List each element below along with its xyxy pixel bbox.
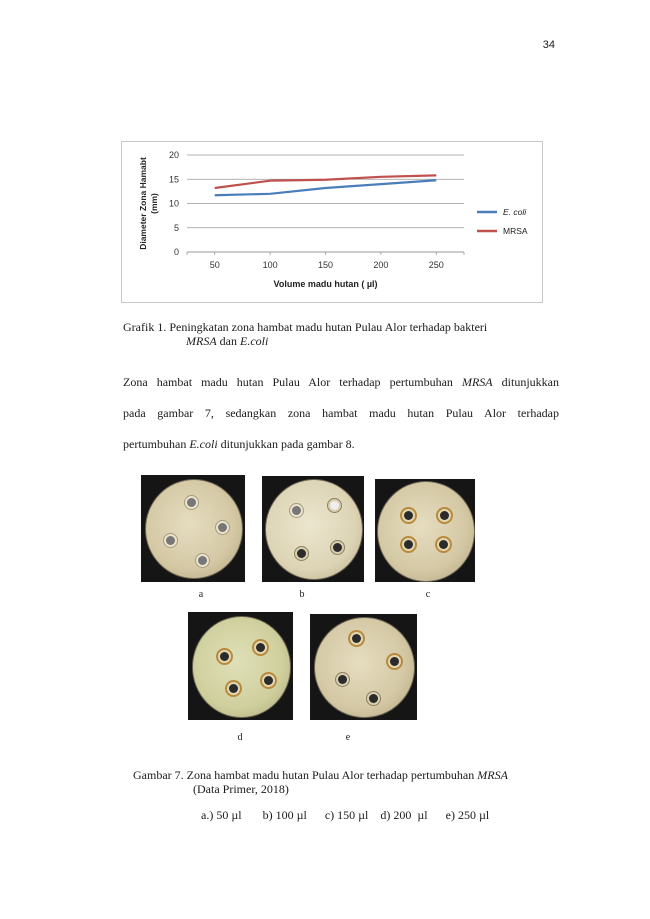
plate-label-d: d bbox=[237, 732, 243, 743]
y-tick-label: 20 bbox=[169, 150, 179, 160]
y-tick-label: 0 bbox=[174, 247, 179, 257]
y-tick-label: 15 bbox=[169, 174, 179, 184]
para-text: pertumbuhan bbox=[123, 437, 190, 451]
plate-label-b: b bbox=[299, 589, 305, 600]
y-tick-label: 5 bbox=[174, 223, 179, 233]
para-italic: E.coli bbox=[189, 437, 218, 451]
inhibition-well bbox=[351, 633, 361, 643]
inhibition-well bbox=[403, 510, 413, 520]
caption-mrsa: MRSA bbox=[186, 334, 217, 348]
caption-italic: MRSA bbox=[477, 768, 508, 782]
y-axis-label-line2: (mm) bbox=[149, 193, 159, 214]
agar-plate bbox=[192, 616, 291, 718]
gambar-caption-line2: (Data Primer, 2018) bbox=[193, 782, 289, 796]
paragraph-line-2: pada gambar 7, sedangkan zona hambat mad… bbox=[123, 406, 559, 420]
inhibition-well bbox=[186, 497, 196, 507]
petri-dish-photo-e bbox=[310, 614, 417, 720]
inhibition-well bbox=[165, 535, 175, 545]
dose-legend: a.) 50 µl b) 100 µl c) 150 µl d) 200 µl … bbox=[201, 808, 490, 822]
legend-label: MRSA bbox=[503, 226, 528, 236]
agar-plate bbox=[265, 479, 363, 580]
x-tick-label: 150 bbox=[318, 260, 333, 270]
series-line-mrsa bbox=[214, 174, 437, 190]
inhibition-well bbox=[291, 505, 301, 515]
x-tick-label: 50 bbox=[210, 260, 220, 270]
petri-dish-photo-c bbox=[375, 479, 475, 582]
x-tick-label: 100 bbox=[263, 260, 278, 270]
x-tick-label: 200 bbox=[373, 260, 388, 270]
x-axis-label: Volume madu hutan ( µl) bbox=[273, 279, 377, 289]
petri-dish-photo-d bbox=[188, 612, 293, 720]
agar-plate bbox=[377, 481, 475, 582]
agar-plate bbox=[145, 479, 243, 579]
x-tick-label: 250 bbox=[429, 260, 444, 270]
petri-dish-photo-b bbox=[262, 476, 364, 582]
inhibition-well bbox=[332, 542, 342, 552]
caption-ecoli: E.coli bbox=[239, 334, 269, 348]
inhibition-well bbox=[403, 539, 413, 549]
plate-label-e: e bbox=[345, 732, 351, 743]
inhibition-well bbox=[217, 522, 227, 532]
gambar-caption-line1: Gambar 7. Zona hambat madu hutan Pulau A… bbox=[133, 768, 508, 782]
agar-plate bbox=[314, 617, 415, 718]
para-text: Zona hambat madu hutan Pulau Alor terhad… bbox=[123, 375, 462, 389]
inhibition-well bbox=[439, 510, 449, 520]
legend-label: E. coli bbox=[503, 207, 527, 217]
inhibition-well bbox=[228, 683, 238, 693]
gambar-caption: Gambar 7. Zona hambat madu hutan Pulau A… bbox=[133, 768, 508, 796]
figure-caption-line2: MRSA dan E.coli bbox=[123, 334, 559, 348]
y-axis-label-line1: Diameter Zona Hamabt bbox=[138, 157, 148, 250]
page-number: 34 bbox=[542, 39, 555, 51]
plate-label-a: a bbox=[198, 589, 204, 600]
y-axis-label: Diameter Zona Hamabt(mm) bbox=[138, 157, 159, 250]
inhibition-well bbox=[219, 651, 229, 661]
inhibition-well bbox=[263, 675, 273, 685]
figure-caption: Grafik 1. Peningkatan zona hambat madu h… bbox=[123, 320, 559, 348]
plate-label-c: c bbox=[425, 589, 431, 600]
para-italic: MRSA bbox=[461, 375, 493, 389]
para-text: ditunjukkan bbox=[492, 375, 559, 389]
chart-svg: 0 5 10 15 20 50 100 150 200 250 E. coli MRSA Volume … bbox=[138, 150, 528, 289]
caption-text: Gambar 7. Zona hambat madu hutan Pulau A… bbox=[133, 768, 478, 782]
inhibition-well bbox=[197, 555, 207, 565]
paragraph-line-3: pertumbuhan E.coli ditunjukkan pada gamb… bbox=[123, 437, 559, 452]
inhibition-well bbox=[389, 656, 399, 666]
inhibition-well bbox=[329, 500, 339, 510]
line-chart: 0 5 10 15 20 50 100 150 200 250 E. coli MRSA Volume … bbox=[121, 141, 543, 303]
para-text: ditunjukkan pada gambar 8. bbox=[217, 437, 355, 451]
inhibition-well bbox=[255, 642, 265, 652]
inhibition-well bbox=[337, 674, 347, 684]
series-line-ecoli bbox=[214, 179, 437, 197]
inhibition-well bbox=[438, 539, 448, 549]
petri-dish-photo-a bbox=[141, 475, 245, 582]
caption-and: dan bbox=[216, 334, 240, 348]
inhibition-well bbox=[296, 548, 306, 558]
figure-caption-line1: Grafik 1. Peningkatan zona hambat madu h… bbox=[123, 320, 488, 334]
paragraph-line-1: Zona hambat madu hutan Pulau Alor terhad… bbox=[123, 375, 559, 390]
y-tick-label: 10 bbox=[169, 199, 179, 209]
inhibition-well bbox=[368, 693, 378, 703]
